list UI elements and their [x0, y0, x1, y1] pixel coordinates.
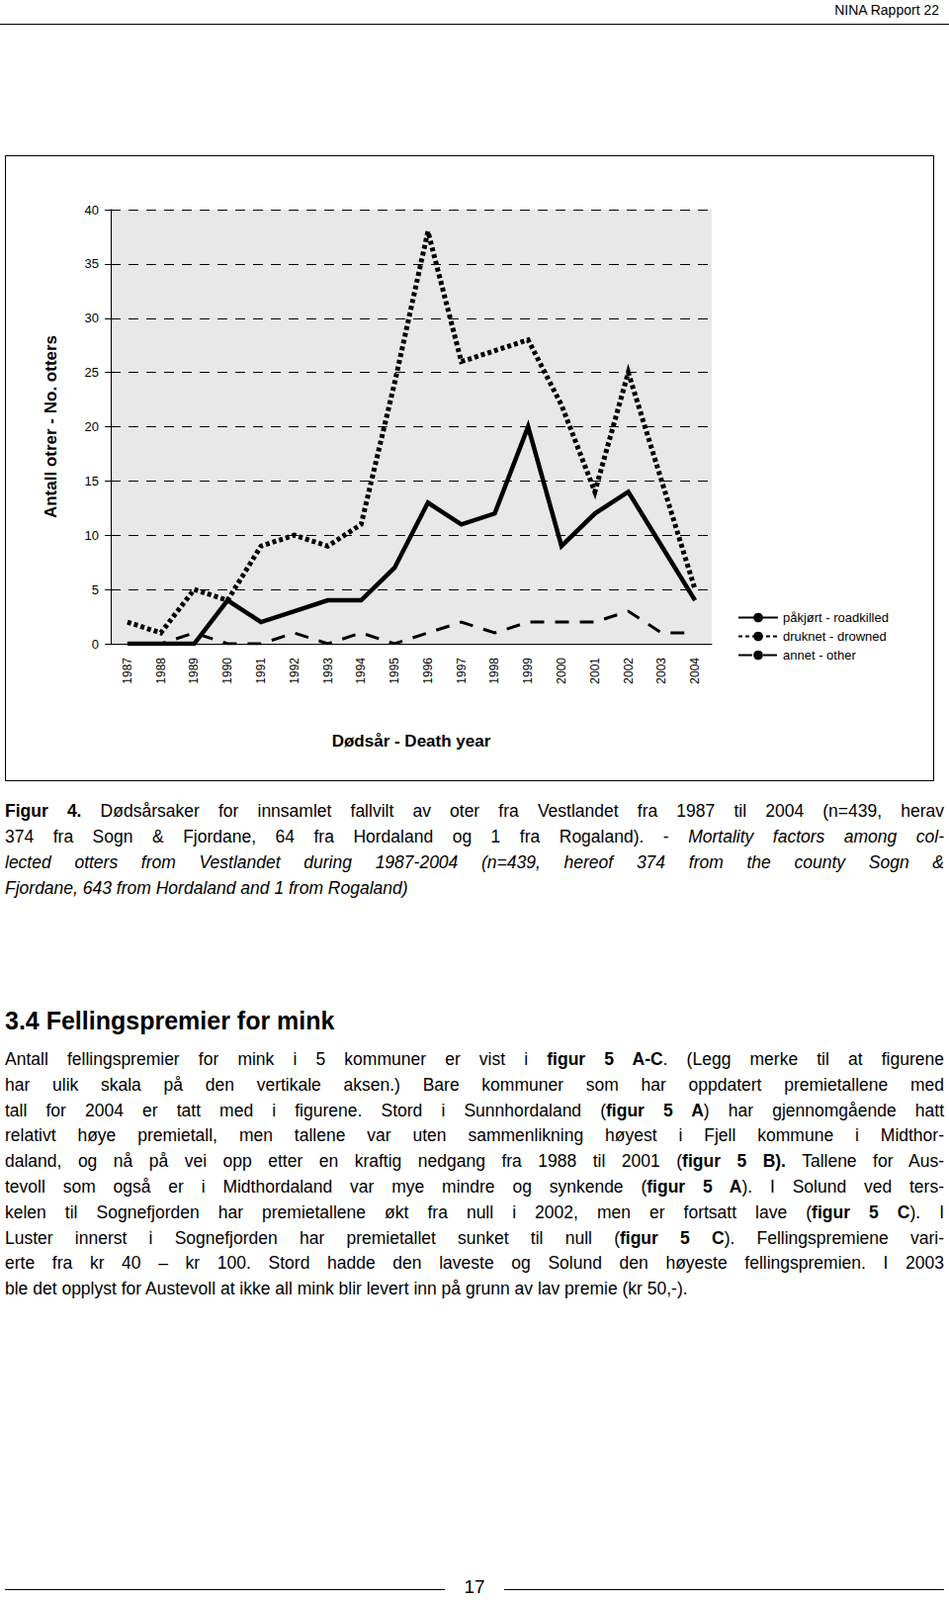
- html-text:har ulik skala på den vertikal: har ulik skala på den vertikale aksen.) …: [4, 1074, 945, 1095]
- html-text:lected otters from Vestlandet: lected otters from Vestlandet during 198…: [4, 852, 945, 872]
- svg-text:1991: 1991: [254, 657, 268, 685]
- svg-text:annet - other: annet - other: [782, 647, 857, 663]
- svg-text:2003: 2003: [654, 657, 669, 685]
- svg-text:1997: 1997: [454, 657, 469, 685]
- svg-text:2002: 2002: [621, 657, 636, 685]
- svg-text:1996: 1996: [421, 657, 435, 685]
- svg-text:Antall otrer - No. otters: Antall otrer - No. otters: [41, 335, 61, 518]
- html-text:erte fra kr 40 – kr 100. Stord: erte fra kr 40 – kr 100. Stord hadde den…: [4, 1252, 945, 1273]
- svg-text:1999: 1999: [520, 657, 535, 685]
- html-text:Luster innerst i Sognefjorden: Luster innerst i Sognefjorden har premie…: [4, 1227, 945, 1248]
- svg-text:15: 15: [85, 473, 99, 489]
- html-text:relativt høye premietall, men: relativt høye premietall, men tallene va…: [4, 1125, 945, 1146]
- svg-text:1994: 1994: [353, 657, 368, 685]
- svg-text:1992: 1992: [287, 657, 302, 685]
- html-text:Fjordane, 643 from Hordaland a: Fjordane, 643 from Hordaland and 1 from …: [4, 877, 408, 898]
- html-text:Figur 4. Dødsårsaker for innsa: Figur 4. Dødsårsaker for innsamlet fallv…: [4, 800, 945, 821]
- svg-text:25: 25: [85, 364, 99, 380]
- svg-text:1998: 1998: [487, 657, 502, 685]
- html-text:daland, og nå på vei opp etter: daland, og nå på vei opp etter en krafti…: [4, 1150, 945, 1171]
- html-text:kelen til Sognefjorden har pre: kelen til Sognefjorden har premietallene…: [4, 1201, 945, 1222]
- html-text:tall for 2004 er tatt med i fi: tall for 2004 er tatt med i figurene. St…: [4, 1099, 945, 1120]
- html-text:3.4 Fellingspremier for mink: 3.4 Fellingspremier for mink: [4, 1006, 335, 1035]
- html-text:ble det opplyst for Austevoll: ble det opplyst for Austevoll at ikke al…: [4, 1278, 688, 1299]
- svg-text:druknet - drowned: druknet - drowned: [782, 628, 887, 644]
- svg-text:2004: 2004: [688, 657, 702, 685]
- html-text:tevoll som også er i Midthorda: tevoll som også er i Midthordaland var m…: [4, 1176, 945, 1197]
- svg-text:1993: 1993: [321, 657, 336, 685]
- html-text:NINA Rapport 22: NINA Rapport 22: [834, 1, 940, 18]
- svg-text:1988: 1988: [154, 657, 169, 685]
- svg-text:40: 40: [85, 202, 99, 218]
- svg-text:1990: 1990: [220, 657, 235, 685]
- svg-text:0: 0: [91, 636, 99, 652]
- svg-text:1989: 1989: [186, 657, 201, 685]
- svg-text:30: 30: [85, 310, 99, 326]
- svg-text:påkjørt - roadkilled: påkjørt - roadkilled: [782, 609, 889, 625]
- svg-text:2000: 2000: [554, 657, 569, 685]
- svg-text:1987: 1987: [120, 657, 135, 685]
- html-text:17: 17: [464, 1575, 485, 1597]
- svg-text:10: 10: [85, 527, 99, 543]
- svg-text:Dødsår - Death year: Dødsår - Death year: [332, 731, 492, 751]
- html-text:374 fra Sogn & Fjordane, 64 fr: 374 fra Sogn & Fjordane, 64 fra Hordalan…: [4, 826, 945, 847]
- html-text:Antall fellingspremier for min: Antall fellingspremier for mink i 5 komm…: [4, 1048, 945, 1069]
- svg-text:35: 35: [85, 256, 99, 271]
- svg-text:20: 20: [85, 419, 99, 434]
- svg-text:1995: 1995: [387, 657, 402, 685]
- svg-text:2001: 2001: [588, 657, 603, 685]
- svg-text:5: 5: [91, 582, 99, 598]
